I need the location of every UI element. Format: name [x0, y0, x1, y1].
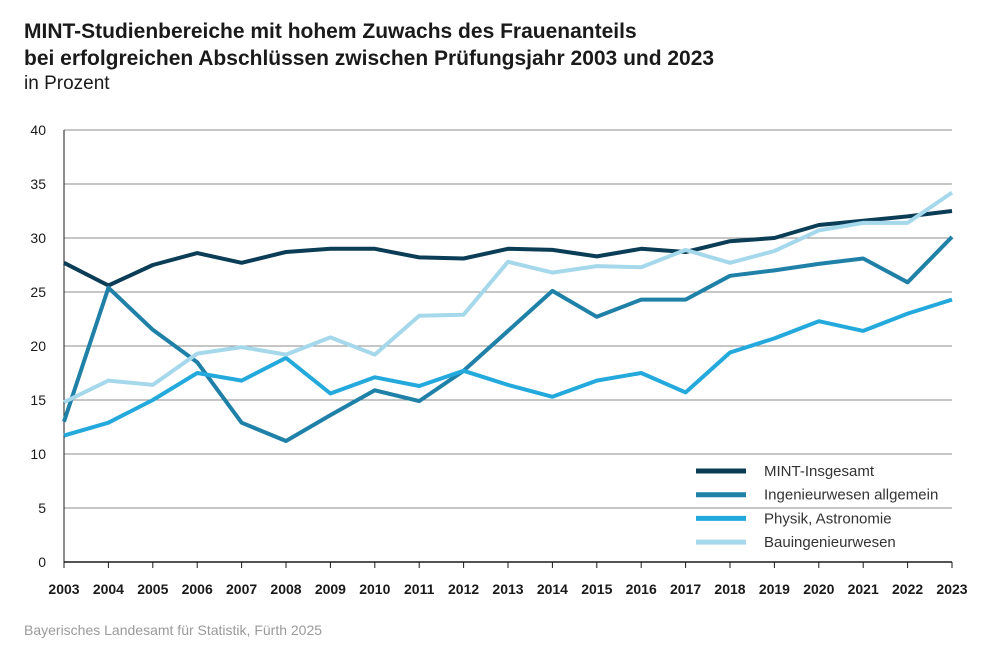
x-tick-label: 2016 — [626, 581, 657, 597]
chart-header: MINT-Studienbereiche mit hohem Zuwachs d… — [24, 18, 714, 96]
legend-label: Physik, Astronomie — [764, 510, 892, 527]
x-tick-label: 2011 — [404, 581, 435, 597]
x-tick-label: 2003 — [48, 581, 79, 597]
legend-label: Ingenieurwesen allgemein — [764, 487, 938, 504]
x-tick-label: 2021 — [848, 581, 879, 597]
x-tick-label: 2018 — [714, 581, 745, 597]
x-tick-label: 2009 — [315, 581, 346, 597]
chart-title-line-2: bei erfolgreichen Abschlüssen zwischen P… — [24, 47, 715, 70]
x-tick-label: 2023 — [936, 581, 967, 597]
legend: MINT-Insgesamt Ingenieurwesen allgemein Ph… — [696, 463, 938, 551]
x-tick-label: 2015 — [581, 581, 612, 597]
x-tick-label: 2022 — [892, 581, 923, 597]
y-tick-label: 5 — [38, 500, 46, 516]
x-tick-label: 2012 — [448, 581, 479, 597]
y-tick-label: 10 — [30, 446, 46, 462]
x-tick-label: 2006 — [182, 581, 213, 597]
x-tick-label: 2004 — [93, 581, 124, 597]
x-tick-label: 2020 — [803, 581, 834, 597]
x-tick-label: 2013 — [492, 581, 523, 597]
x-tick-label: 2014 — [537, 581, 568, 597]
x-tick-label: 2007 — [226, 581, 257, 597]
y-tick-label: 25 — [30, 284, 46, 300]
series-lines — [62, 190, 954, 443]
legend-label: Bauingenieurwesen — [764, 534, 896, 551]
y-axis-ticks: 0 5 10 15 20 25 30 35 40 — [30, 122, 46, 570]
y-tick-label: 35 — [30, 176, 46, 192]
series-line-3 — [63, 297, 953, 438]
x-tick-label: 2019 — [759, 581, 790, 597]
chart-title-line-1: MINT-Studienbereiche mit hohem Zuwachs d… — [24, 20, 637, 43]
x-axis-ticks: 2003 2004 2005 2006 2007 2008 2009 2010 2011 2012… — [48, 562, 968, 597]
y-tick-label: 30 — [30, 230, 46, 246]
y-tick-label: 40 — [30, 122, 46, 138]
x-tick-label: 2005 — [137, 581, 168, 597]
source-note: Bayerisches Landesamt für Statistik, Für… — [24, 622, 323, 638]
x-tick-label: 2017 — [670, 581, 701, 597]
legend-label: MINT-Insgesamt — [764, 463, 875, 480]
series-line-2 — [62, 235, 954, 443]
x-tick-label: 2010 — [359, 581, 390, 597]
x-tick-label: 2008 — [270, 581, 301, 597]
y-tick-label: 15 — [30, 392, 46, 408]
y-tick-label: 0 — [38, 554, 46, 570]
chart-subtitle: in Prozent — [24, 73, 110, 94]
series-line-4 — [63, 190, 954, 404]
series-line-1 — [63, 209, 953, 288]
y-tick-label: 20 — [30, 338, 46, 354]
